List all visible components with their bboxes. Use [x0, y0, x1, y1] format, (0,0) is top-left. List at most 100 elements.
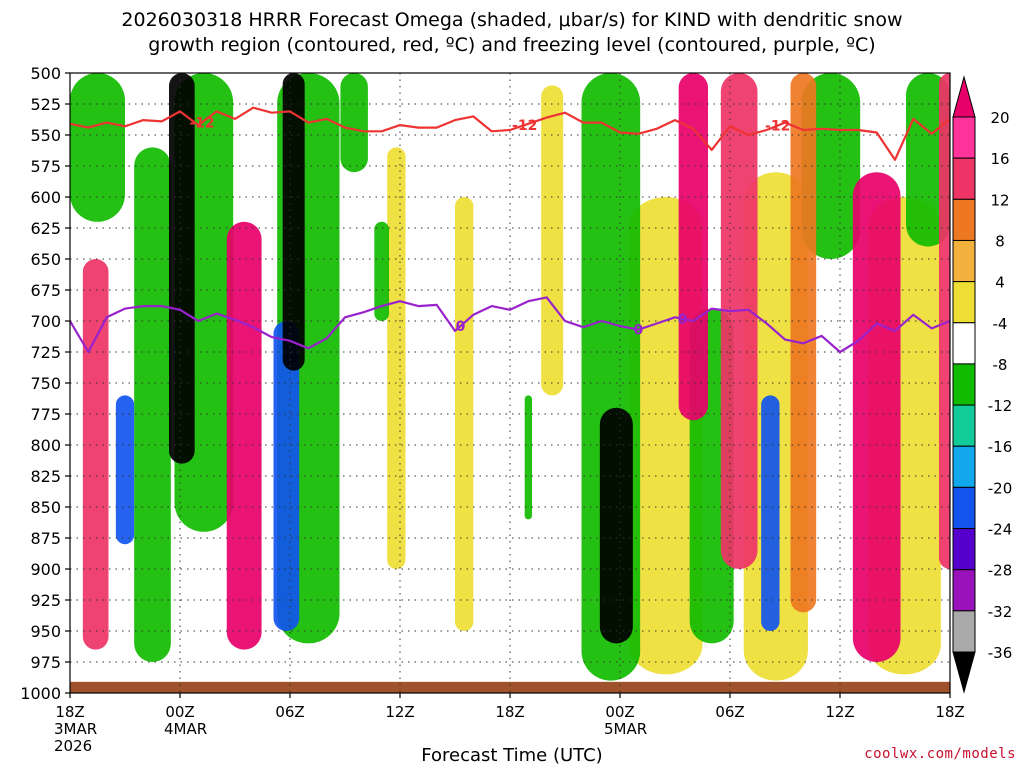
y-tick-label: 750	[30, 374, 61, 393]
y-tick-label: 1000	[20, 684, 61, 703]
y-tick-label: 900	[30, 560, 61, 579]
colorbar-label: -16	[988, 438, 1013, 456]
y-tick-label: 650	[30, 250, 61, 269]
contour-label: 0	[677, 312, 687, 328]
omega-region	[273, 321, 300, 631]
colorbar-label: -8	[993, 356, 1008, 374]
omega-region	[678, 73, 708, 421]
y-tick-label: 625	[30, 219, 61, 238]
y-axis: 500 525 550 575 600 625 650 675 700 725 750 775 800 8…	[20, 64, 70, 703]
y-tick-label: 875	[30, 529, 61, 548]
y-tick-label: 675	[30, 281, 61, 300]
x-tick-label: 06Z	[715, 703, 744, 721]
colorbar-label: -12	[988, 397, 1013, 415]
colorbar-swatch	[952, 528, 976, 571]
x-tick-label: 12Z	[825, 703, 854, 721]
colorbar: 20 16 12 8 4 -4 -8 -12 -16 -20 -24 -28 -32 -36	[952, 75, 1013, 694]
omega-region	[541, 85, 564, 396]
y-tick-label: 775	[30, 405, 61, 424]
omega-region	[720, 73, 758, 569]
omega-region	[226, 221, 262, 650]
colorbar-label: -32	[988, 603, 1013, 621]
x-tick-label: 2026	[54, 737, 92, 755]
colorbar-swatch	[952, 404, 976, 447]
omega-region	[387, 147, 406, 569]
colorbar-swatch	[952, 610, 976, 653]
contour-line	[70, 296, 950, 354]
colorbar-swatch	[952, 198, 976, 241]
y-tick-label: 925	[30, 591, 61, 610]
x-tick-label: 12Z	[385, 703, 414, 721]
colorbar-swatch	[952, 363, 976, 406]
y-tick-label: 500	[30, 64, 61, 83]
y-tick-label: 550	[30, 126, 61, 145]
contour-label: 0	[456, 319, 466, 335]
y-tick-label: 600	[30, 188, 61, 207]
y-tick-label: 950	[30, 622, 61, 641]
x-tick-label: 5MAR	[604, 720, 647, 738]
colorbar-swatch	[952, 157, 976, 200]
y-tick-label: 575	[30, 157, 61, 176]
omega-region	[761, 395, 780, 631]
omega-region	[455, 197, 474, 631]
contour-line	[70, 106, 950, 161]
chart-subtitle: growth region (contoured, red, ºC) and f…	[148, 34, 876, 56]
x-tick-label: 3MAR	[54, 720, 97, 738]
colorbar-swatch	[952, 281, 976, 324]
x-tick-label: 00Z	[605, 703, 634, 721]
x-tick-label: 00Z	[165, 703, 194, 721]
colorbar-label: -20	[988, 479, 1013, 497]
x-tick-label: 18Z	[495, 703, 524, 721]
omega-region	[340, 73, 368, 173]
omega-region	[374, 221, 389, 321]
omega-region	[852, 172, 901, 662]
x-tick-label: 06Z	[275, 703, 304, 721]
contour-label: -12	[512, 118, 537, 134]
contour-label: -12	[765, 119, 790, 135]
colorbar-top-arrow	[952, 75, 976, 118]
x-tick-label: 18Z	[935, 703, 964, 721]
omega-region	[282, 73, 305, 371]
y-tick-label: 525	[30, 95, 61, 114]
x-axis-title: Forecast Time (UTC)	[421, 745, 603, 766]
colorbar-swatch	[952, 116, 976, 159]
colorbar-swatch	[952, 239, 976, 283]
colorbar-label: -24	[988, 521, 1013, 539]
colorbar-bottom-arrow	[952, 651, 976, 694]
colorbar-label: -4	[993, 315, 1008, 333]
y-tick-label: 700	[30, 312, 61, 331]
colorbar-label: 8	[995, 232, 1005, 250]
omega-region	[115, 395, 135, 545]
omega-region	[599, 407, 633, 644]
y-tick-label: 825	[30, 467, 61, 486]
contour-layer: -12 -12 -12 0 0 0	[70, 106, 950, 354]
x-tick-label: 4MAR	[164, 720, 207, 738]
omega-region	[524, 395, 532, 520]
credit-text[interactable]: coolwx.com/models	[864, 746, 1016, 762]
omega-region	[134, 147, 171, 662]
omega-region	[82, 259, 109, 650]
omega-region	[169, 73, 195, 464]
chart-title: 2026030318 HRRR Forecast Omega (shaded, …	[121, 9, 903, 31]
colorbar-swatch	[952, 445, 976, 488]
omega-region	[70, 73, 125, 222]
omega-shading-layer	[70, 73, 950, 693]
y-tick-label: 850	[30, 498, 61, 517]
colorbar-swatch	[952, 486, 976, 530]
y-tick-label: 725	[30, 343, 61, 362]
colorbar-swatch	[952, 322, 976, 365]
colorbar-label: 4	[995, 274, 1005, 292]
colorbar-label: -28	[988, 562, 1013, 580]
ground-surface	[70, 681, 950, 693]
colorbar-label: 16	[990, 150, 1009, 168]
contour-label: -12	[189, 115, 214, 131]
contour-label: 0	[633, 323, 643, 339]
colorbar-label: -36	[988, 644, 1013, 662]
y-tick-label: 975	[30, 653, 61, 672]
y-tick-label: 800	[30, 436, 61, 455]
colorbar-swatch	[952, 569, 976, 612]
colorbar-label: 12	[990, 191, 1009, 209]
x-tick-label: 18Z	[55, 703, 84, 721]
